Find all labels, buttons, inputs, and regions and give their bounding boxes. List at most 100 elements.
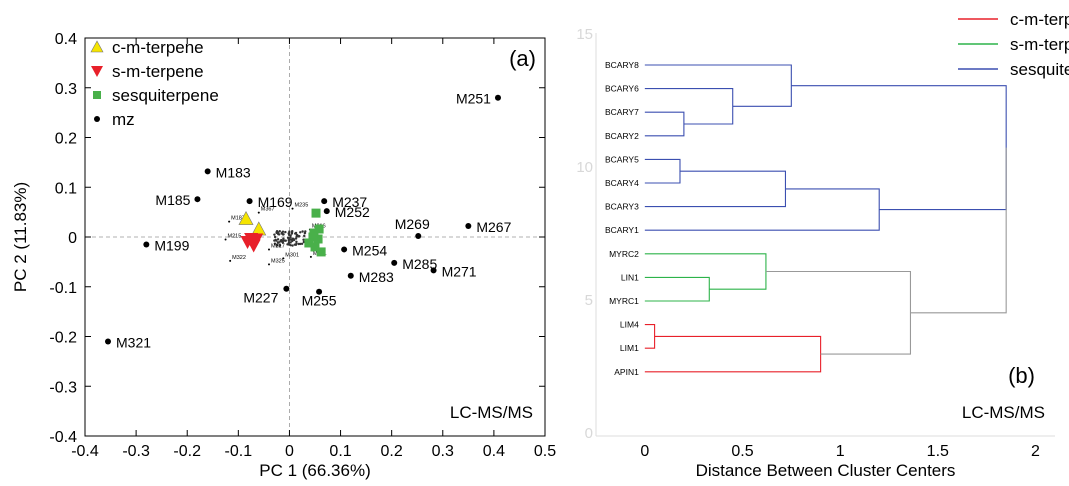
mz-small-point xyxy=(268,263,270,266)
dendrogram-link xyxy=(644,335,822,373)
mz-cloud-point xyxy=(273,233,276,236)
mz-cloud-point xyxy=(289,243,292,247)
leaf-label: BCARY8 xyxy=(605,60,639,70)
mz-cloud-point xyxy=(294,232,297,235)
x-tick-label: 0.5 xyxy=(534,443,556,460)
mz-point xyxy=(430,267,437,274)
y-tick-label: 0 xyxy=(585,425,593,442)
dendrogram-link xyxy=(644,253,767,290)
x-tick-label: 0.3 xyxy=(432,443,454,460)
leaf-label: APIN1 xyxy=(614,367,639,377)
mz-cloud-point xyxy=(284,230,287,234)
dendrogram-link xyxy=(644,170,787,208)
mz-point xyxy=(347,272,354,279)
sesquiterpene-marker xyxy=(308,232,318,242)
mz-point-label: M321 xyxy=(116,334,151,350)
x-tick-label: 0.2 xyxy=(381,443,403,460)
y-axis-label: PC 2 (11.83%) xyxy=(11,182,30,292)
y-tick-label: -0.4 xyxy=(49,429,77,446)
mz-cloud-point xyxy=(286,243,289,246)
leaf-label: BCARY5 xyxy=(605,154,639,164)
legend-label-sesquiterpene: sesquiterpene xyxy=(1010,60,1069,79)
legend-c-m-terpene-marker xyxy=(90,40,104,53)
mz-cloud-point xyxy=(303,234,306,238)
dendrogram-link xyxy=(644,64,792,107)
mz-cloud-point xyxy=(302,238,305,241)
mz-small-point xyxy=(224,238,227,241)
mz-point-label: M252 xyxy=(335,204,370,220)
x-axis-label: PC 1 (66.36%) xyxy=(259,461,371,480)
mz-cloud-point xyxy=(288,241,291,244)
legend-label-c-m-terpene: c-m-terpene xyxy=(1010,10,1069,29)
legend-mz-label: mz xyxy=(112,110,135,129)
mz-cloud-point xyxy=(301,230,304,233)
mz-cloud-point xyxy=(281,239,285,242)
leaf-label: BCARY3 xyxy=(605,202,639,212)
leaf-label: BCARY1 xyxy=(605,225,639,235)
legend-c-m-terpene-label: c-m-terpene xyxy=(112,38,204,57)
mz-cloud-point xyxy=(299,242,302,246)
mz-point xyxy=(465,223,472,230)
mz-cloud-point xyxy=(277,241,280,244)
leaf-label: LIN1 xyxy=(621,272,639,282)
mz-cloud-point xyxy=(273,235,277,239)
y-tick-label: 5 xyxy=(585,292,593,309)
x-tick-label: -0.2 xyxy=(173,443,201,460)
mz-point-label: M237 xyxy=(332,194,367,210)
x-tick-label: -0.3 xyxy=(122,443,150,460)
mz-point-label: M251 xyxy=(456,91,491,107)
mz-cloud-point xyxy=(288,230,291,233)
mz-point-label: M185 xyxy=(155,192,190,208)
dendrogram-link xyxy=(910,147,1007,314)
mz-point xyxy=(194,196,201,203)
mz-point xyxy=(341,246,348,253)
mz-small-point xyxy=(309,255,312,258)
pca-scatter-panel: -0.4 -0.3 -0.2 -0.1 0 0.1 0.2 0.3 0.4 0.5 0.4 0.3 0.… xyxy=(11,31,556,480)
x-tick-label: -0.4 xyxy=(71,443,99,460)
mz-cloud-point xyxy=(303,231,307,235)
method-annotation-b: LC-MS/MS xyxy=(962,403,1045,422)
mz-point-label: M283 xyxy=(359,269,394,285)
mz-cloud-point xyxy=(278,244,281,248)
dendrogram-link xyxy=(644,276,710,302)
mz-small-label: M235 xyxy=(295,203,309,209)
leaf-label: LIM4 xyxy=(620,320,639,330)
mz-point xyxy=(323,208,330,215)
mz-point xyxy=(316,288,323,295)
y-tick-label: 10 xyxy=(576,159,593,176)
mz-cloud-point xyxy=(275,239,278,242)
dendrogram-link xyxy=(791,85,1007,211)
mz-small-label: M187 xyxy=(231,216,245,222)
mz-point-label: M183 xyxy=(216,164,251,180)
mz-small-point xyxy=(229,259,232,262)
panel-label-b: (b) xyxy=(1008,363,1035,388)
mz-cloud-point xyxy=(279,240,282,243)
x-axis-label: Distance Between Cluster Centers xyxy=(696,461,956,480)
dendrogram-link xyxy=(644,188,880,231)
mz-cloud-point xyxy=(295,240,298,243)
mz-cloud-point xyxy=(290,238,293,241)
mz-point xyxy=(494,94,501,101)
legend-mz-marker xyxy=(94,116,100,122)
y-tick-label: 0.1 xyxy=(55,180,77,197)
y-tick-label: 0 xyxy=(68,230,77,247)
mz-cloud-point xyxy=(278,230,281,233)
mz-cloud-point xyxy=(294,237,298,240)
mz-point-label: M271 xyxy=(442,263,477,279)
mz-point xyxy=(143,241,150,248)
y-tick-label: -0.2 xyxy=(49,330,77,347)
legend-s-m-terpene-label: s-m-terpene xyxy=(112,62,204,81)
x-tick-label: 2 xyxy=(1031,443,1040,460)
leaf-label: LIM1 xyxy=(620,343,639,353)
y-tick-label: 0.2 xyxy=(55,131,77,148)
legend-s-m-terpene-marker xyxy=(91,66,103,77)
mz-cloud-point xyxy=(281,230,285,233)
c-m-terpene-marker xyxy=(238,210,254,225)
leaf-label: MYRC1 xyxy=(609,296,639,306)
leaf-label: BCARY6 xyxy=(605,84,639,94)
mz-point-label: M254 xyxy=(352,242,387,258)
s-m-terpene-marker xyxy=(249,233,264,247)
sesquiterpene-marker xyxy=(310,242,320,252)
mz-small-point xyxy=(268,248,270,251)
leaf-label: BCARY7 xyxy=(605,107,639,117)
